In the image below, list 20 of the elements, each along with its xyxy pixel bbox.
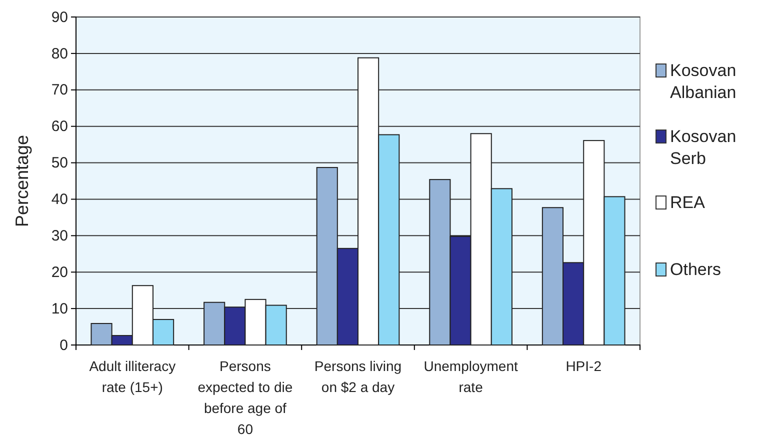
y-tick-label: 30 xyxy=(51,227,68,244)
y-axis-title: Percentage xyxy=(12,134,32,228)
legend-label: Others xyxy=(670,260,722,279)
y-tick-label: 90 xyxy=(51,8,68,26)
y-tick-label: 60 xyxy=(51,118,68,136)
y-tick-label: 0 xyxy=(60,336,68,354)
legend-label: REA xyxy=(670,193,706,212)
y-tick-label: 10 xyxy=(51,300,68,318)
y-tick-label: 80 xyxy=(51,45,68,62)
y-tick-label: 70 xyxy=(51,82,68,99)
x-tick-label: Persons living on $2 a day xyxy=(314,358,402,395)
x-tick-label: Persons expected to die before age of 60 xyxy=(198,358,293,437)
legend-label: Kosovan Serb xyxy=(670,127,736,168)
y-tick-label: 40 xyxy=(51,191,68,208)
x-tick-label: Adult illiteracy rate (15+) xyxy=(89,358,176,395)
y-tick-label: 50 xyxy=(51,154,68,172)
legend-label: Kosovan Albanian xyxy=(670,61,736,102)
x-tick-label: HPI-2 xyxy=(566,358,602,374)
x-tick-label: Unemployment rate xyxy=(424,358,518,395)
y-tick-label: 20 xyxy=(51,264,68,281)
